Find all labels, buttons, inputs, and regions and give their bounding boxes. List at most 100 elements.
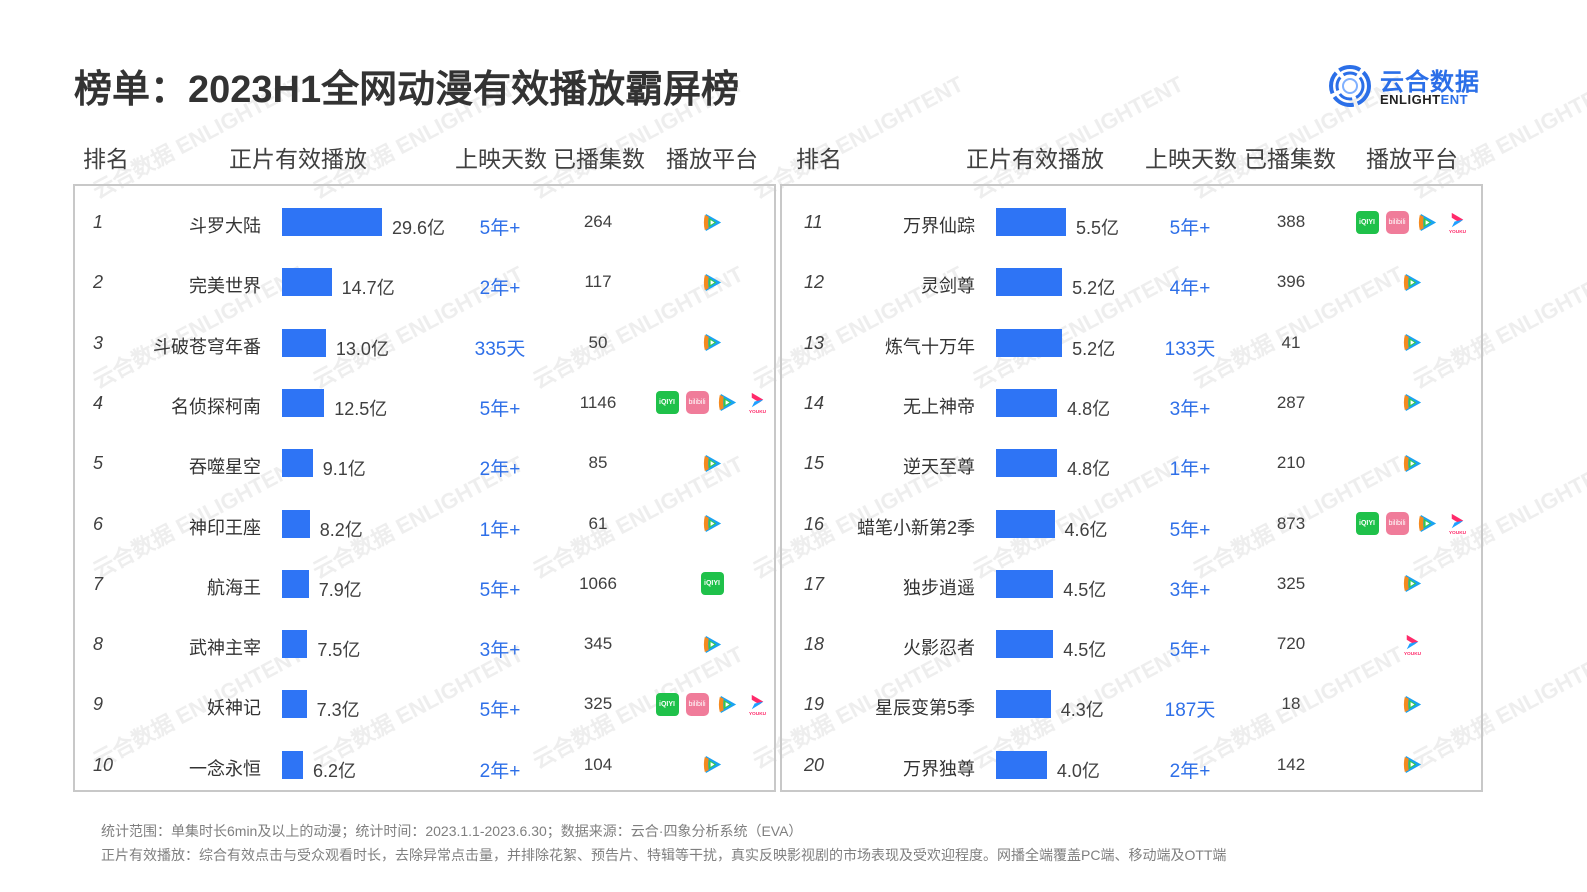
episode-count: 388	[1276, 212, 1306, 231]
header-episodes-left: 已播集数	[553, 146, 645, 172]
episode-count: 117	[584, 272, 612, 292]
views-value: 13.0亿	[335, 338, 389, 359]
release-days: 2年+	[1169, 760, 1211, 782]
iqiyi-icon: iQIYI	[1355, 210, 1379, 234]
anime-title: 无上神帝	[903, 396, 975, 417]
ranking-panel-left: 1 斗罗大陆 29.6亿 5年+ 264 2 完美世界 14.7亿 2年+ 11…	[73, 184, 776, 792]
release-days: 1年+	[479, 519, 521, 541]
tencent-video-icon	[701, 452, 724, 475]
header-platform-right: 播放平台	[1366, 146, 1458, 172]
table-row: 1 斗罗大陆 29.6亿 5年+ 264	[75, 202, 774, 242]
platform-icons	[1401, 447, 1424, 479]
tencent-video-icon	[701, 211, 724, 234]
anime-title: 逆天至尊	[903, 457, 975, 478]
episode-count: 325	[1276, 573, 1306, 593]
tencent-video-icon	[716, 391, 739, 414]
views-value: 4.6亿	[1064, 519, 1108, 540]
header-views-right: 正片有效播放	[966, 146, 1104, 172]
table-row: 3 斗破苍穹年番 13.0亿 335天 50	[75, 323, 774, 363]
release-days: 5年+	[1169, 218, 1211, 239]
anime-title: 独步逍遥	[903, 577, 975, 598]
views-value: 29.6亿	[392, 218, 446, 238]
rank-number: 20	[804, 754, 825, 775]
views-value: 9.1亿	[322, 459, 366, 480]
table-row: 10 一念永恒 6.2亿 2年+ 104	[75, 745, 774, 785]
episode-count: 396	[1276, 272, 1306, 292]
rank-number: 13	[804, 332, 825, 353]
episode-count: 287	[1276, 392, 1306, 412]
tencent-video-icon	[1401, 391, 1424, 414]
views-value: 7.9亿	[318, 579, 362, 600]
views-bar	[996, 750, 1047, 779]
platform-icons: YOUKU	[1401, 628, 1424, 660]
table-row: 2 完美世界 14.7亿 2年+ 117	[75, 262, 774, 302]
youku-icon: YOUKU	[1446, 211, 1469, 234]
table-row: 16 蜡笔小新第2季 4.6亿 5年+ 873 iQIYI bilibili YOU…	[782, 504, 1481, 544]
tencent-video-icon	[1401, 693, 1424, 716]
episode-count: 720	[1276, 634, 1306, 654]
episode-count: 61	[588, 513, 608, 533]
views-bar	[282, 328, 326, 357]
svg-text:YOUKU: YOUKU	[1448, 229, 1466, 234]
header-days-right: 上映天数	[1145, 146, 1237, 172]
views-bar	[282, 268, 332, 297]
anime-title: 斗破苍穹年番	[153, 336, 261, 357]
views-bar	[282, 750, 303, 779]
bilibili-icon: bilibili	[1385, 512, 1409, 535]
episode-count: 41	[1281, 332, 1301, 352]
rank-number: 17	[804, 573, 825, 594]
anime-title: 星辰变第5季	[874, 698, 975, 719]
release-days: 3年+	[1169, 398, 1211, 420]
release-days: 5年+	[479, 700, 521, 722]
platform-icons: iQIYI	[700, 568, 724, 600]
table-row: 11 万界仙踪 5.5亿 5年+ 388 iQIYI bilibili YOUKU	[782, 202, 1481, 242]
views-bar	[282, 509, 310, 538]
release-days: 5年+	[479, 218, 521, 239]
platform-icons: iQIYI bilibili YOUKU	[1355, 206, 1469, 238]
rank-number: 8	[93, 634, 104, 655]
youku-icon: YOUKU	[1446, 512, 1469, 535]
episode-count: 873	[1276, 513, 1306, 533]
rank-number: 1	[93, 212, 104, 232]
youku-icon: YOUKU	[746, 391, 769, 414]
episode-count: 18	[1281, 694, 1301, 714]
platform-icons	[1401, 749, 1424, 781]
rank-number: 16	[804, 513, 825, 534]
views-value: 4.8亿	[1067, 459, 1111, 480]
episode-count: 142	[1276, 754, 1306, 774]
rank-number: 10	[93, 754, 114, 775]
views-bar	[282, 208, 382, 236]
episode-count: 1146	[579, 392, 617, 412]
table-row: 18 火影忍者 4.5亿 5年+ 720 YOUKU	[782, 624, 1481, 664]
tencent-video-icon	[1401, 572, 1424, 595]
episode-count: 264	[583, 212, 613, 231]
release-days: 5年+	[479, 398, 521, 420]
episode-count: 50	[588, 332, 608, 352]
views-value: 4.3亿	[1060, 700, 1104, 721]
views-bar	[996, 690, 1051, 719]
platform-icons	[701, 447, 724, 479]
anime-title: 一念永恒	[189, 758, 261, 779]
episode-count: 1066	[579, 573, 617, 593]
views-bar	[996, 388, 1058, 417]
release-days: 5年+	[1169, 640, 1211, 662]
episode-count: 104	[583, 754, 613, 774]
table-row: 9 妖神记 7.3亿 5年+ 325 iQIYI bilibili YOUKU	[75, 684, 774, 724]
svg-text:YOUKU: YOUKU	[1403, 651, 1421, 656]
table-row: 15 逆天至尊 4.8亿 1年+ 210	[782, 443, 1481, 483]
bilibili-icon: bilibili	[685, 692, 709, 716]
tencent-video-icon	[1416, 512, 1439, 535]
rank-number: 18	[804, 634, 825, 655]
anime-title: 神印王座	[189, 517, 261, 538]
views-bar	[996, 509, 1055, 538]
header-rank-right: 排名	[796, 146, 842, 172]
table-row: 14 无上神帝 4.8亿 3年+ 287	[782, 383, 1481, 423]
platform-icons	[701, 206, 724, 238]
rank-number: 7	[93, 573, 104, 594]
platform-icons	[1401, 387, 1424, 419]
bilibili-icon: bilibili	[1385, 210, 1409, 234]
episode-count: 210	[1276, 453, 1306, 473]
rank-number: 5	[93, 453, 104, 474]
episode-count: 345	[583, 634, 613, 654]
table-row: 4 名侦探柯南 12.5亿 5年+ 1146 iQIYI bilibili YOUK…	[75, 383, 774, 423]
